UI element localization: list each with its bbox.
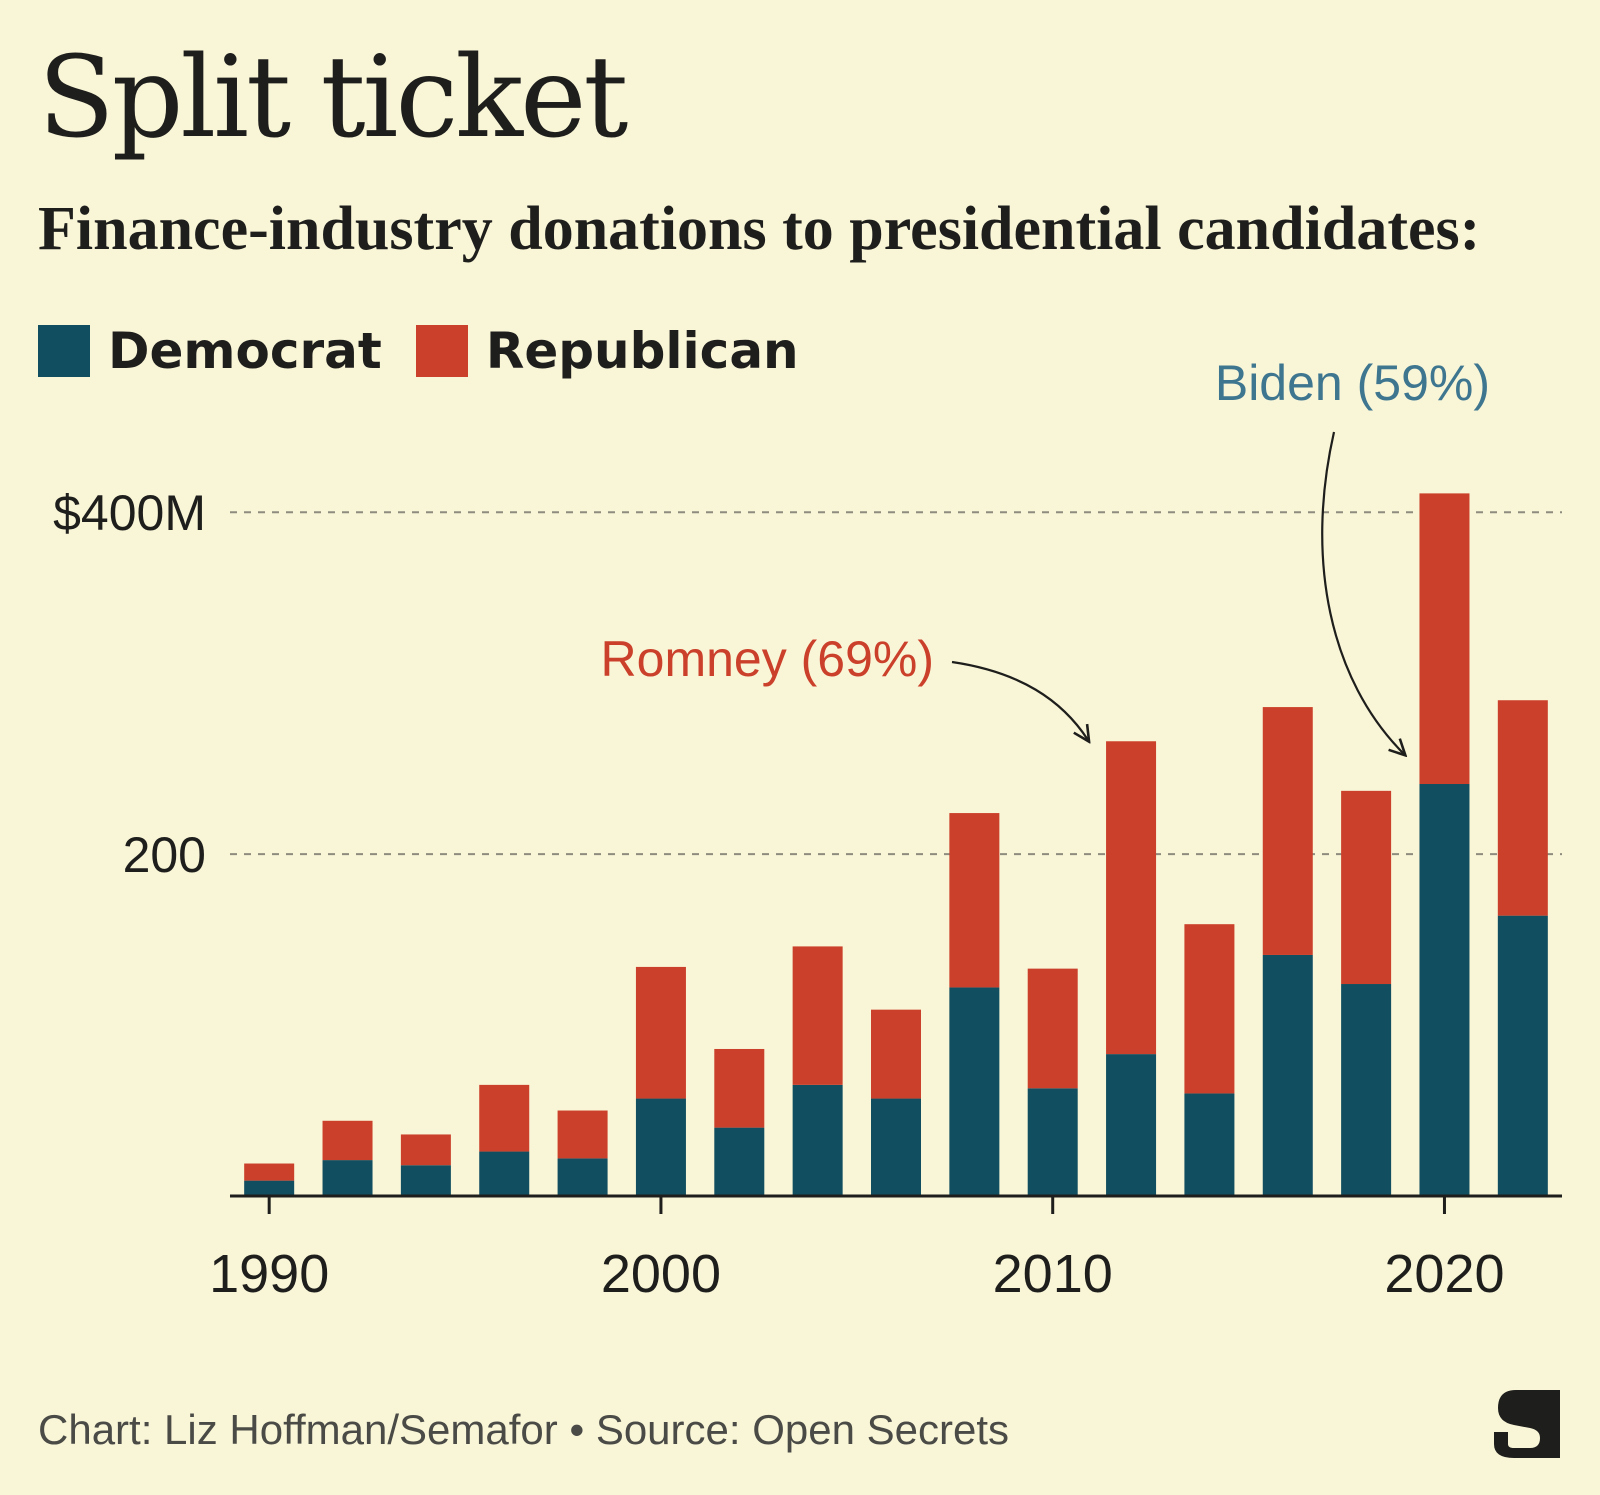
bar-democrat-2020 xyxy=(1419,784,1470,1196)
annotation-biden-arrow xyxy=(1321,431,1404,754)
bar-republican-1994 xyxy=(400,1134,451,1166)
bar-democrat-2022 xyxy=(1497,915,1548,1196)
bar-republican-2000 xyxy=(635,966,686,1099)
bar-democrat-1990 xyxy=(244,1180,295,1196)
bar-republican-2004 xyxy=(792,946,843,1085)
x-tick-label: 2020 xyxy=(1384,1244,1504,1304)
x-tick-label: 2010 xyxy=(993,1244,1113,1304)
bar-republican-2010 xyxy=(1027,968,1078,1089)
legend-swatch-republican xyxy=(415,325,468,377)
legend-swatch-democrat xyxy=(38,325,90,377)
y-tick-label: 200 xyxy=(123,827,206,883)
annotation-romney: Romney (69%) xyxy=(601,631,934,687)
bar-republican-1990 xyxy=(244,1163,295,1181)
bar-democrat-2006 xyxy=(871,1098,921,1196)
bar-democrat-1992 xyxy=(322,1160,373,1196)
annotation-biden: Biden (59%) xyxy=(1215,355,1490,411)
y-tick-label: $400M xyxy=(53,485,206,541)
bar-democrat-2014 xyxy=(1184,1093,1235,1196)
legend-label-republican: Republican xyxy=(485,322,799,380)
bar-democrat-2016 xyxy=(1262,954,1313,1196)
bar-democrat-1996 xyxy=(479,1151,530,1196)
bar-republican-2020 xyxy=(1419,493,1470,785)
semafor-s-logo-icon xyxy=(1494,1390,1560,1458)
bar-republican-2014 xyxy=(1184,924,1235,1094)
bar-democrat-2002 xyxy=(714,1127,765,1196)
chart-subtitle: Finance-industry donations to presidenti… xyxy=(38,195,1481,263)
bar-democrat-1994 xyxy=(400,1165,451,1196)
bar-republican-2006 xyxy=(871,1009,921,1099)
legend: Democrat Republican xyxy=(38,322,833,380)
legend-item-republican: Republican xyxy=(415,322,799,380)
x-tick-label: 2000 xyxy=(601,1244,721,1304)
bar-democrat-2012 xyxy=(1106,1054,1157,1196)
bar-republican-2022 xyxy=(1497,700,1548,916)
chart-credit: Chart: Liz Hoffman/Semafor • Source: Ope… xyxy=(38,1406,1010,1453)
bar-democrat-2004 xyxy=(792,1084,843,1196)
annotation-romney-arrow xyxy=(951,660,1088,740)
bar-democrat-2010 xyxy=(1027,1088,1078,1196)
bar-republican-2018 xyxy=(1341,790,1392,985)
bar-republican-2002 xyxy=(714,1048,765,1128)
bar-republican-1998 xyxy=(557,1110,608,1159)
x-tick-label: 1990 xyxy=(209,1244,329,1304)
bar-democrat-1998 xyxy=(557,1158,608,1196)
legend-item-democrat: Democrat xyxy=(38,322,382,380)
bar-republican-2016 xyxy=(1262,707,1313,955)
bar-republican-1996 xyxy=(479,1084,530,1152)
legend-label-democrat: Democrat xyxy=(108,322,382,380)
stacked-bar-chart: $400M 200 1990 2000 2010 2020 Romney (69%) Bi… xyxy=(53,355,1562,1304)
bar-republican-2008 xyxy=(949,813,1000,988)
bar-democrat-2000 xyxy=(635,1098,686,1196)
bar-republican-1992 xyxy=(322,1120,373,1161)
bar-democrat-2008 xyxy=(949,987,1000,1196)
chart-title: Split ticket xyxy=(38,33,628,163)
bar-republican-2012 xyxy=(1106,741,1157,1055)
bar-democrat-2018 xyxy=(1341,984,1392,1196)
